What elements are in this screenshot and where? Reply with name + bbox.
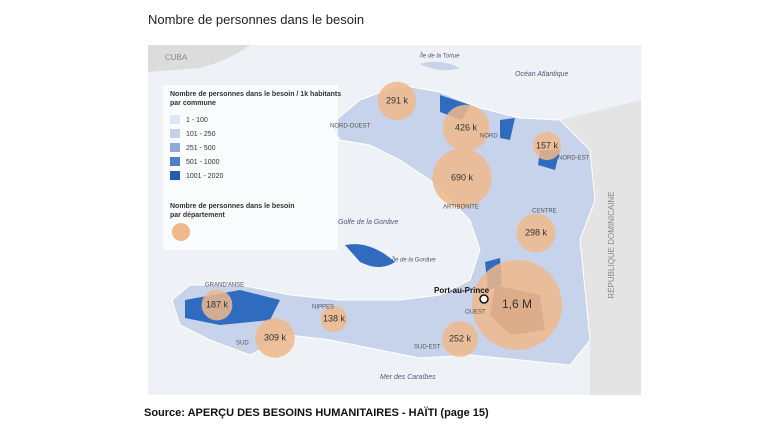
legend-title: par commune	[170, 100, 216, 107]
bubble	[472, 260, 562, 350]
legend-swatch	[170, 129, 180, 138]
place-label: NIPPES	[312, 305, 334, 311]
bubble-label: 291 k	[386, 95, 409, 105]
legend-swatch	[170, 115, 180, 124]
place-label: CUBA	[165, 53, 188, 62]
legend-label: 251 - 500	[186, 145, 216, 152]
legend-label: 1001 - 2020	[186, 173, 223, 180]
bubble-label: 157 k	[536, 140, 559, 150]
place-label: OUEST	[465, 310, 486, 316]
legend-label: 501 - 1000	[186, 159, 220, 166]
legend-title: Nombre de personnes dans le besoin / 1k …	[170, 91, 341, 98]
legend-bubble	[172, 223, 190, 241]
legend-title: par département	[170, 212, 226, 219]
place-label: Océan Atlantique	[515, 71, 569, 78]
legend-swatch	[170, 171, 180, 180]
bubble-label: 309 k	[264, 332, 287, 342]
place-label: NORD-EST	[558, 156, 590, 162]
place-label: SUD-EST	[414, 345, 441, 351]
bubble	[255, 318, 295, 358]
legend-swatch	[170, 143, 180, 152]
bubble	[442, 104, 490, 152]
bubble-label: 187 k	[206, 299, 229, 309]
place-label: RÉPUBLIQUE DOMINICAINE	[607, 191, 616, 298]
dominican-republic	[560, 100, 641, 395]
bubble	[532, 131, 562, 161]
place-label: ARTIBONITE	[443, 205, 479, 211]
cuba	[148, 45, 250, 72]
bubble-label: 690 k	[451, 172, 474, 182]
place-label: Île de la Gonâve	[392, 257, 436, 264]
place-label: Golfe de la Gonâve	[338, 219, 398, 226]
source: Source: APERÇU DES BESOINS HUMANITAIRES …	[144, 406, 489, 419]
bubble-label: 252 k	[449, 333, 472, 343]
place-label: Île de la Tortue	[420, 53, 460, 60]
place-label: NORD	[480, 134, 498, 140]
bubble	[442, 321, 478, 357]
place-label: SUD	[236, 341, 249, 347]
bubble-label: 426 k	[455, 122, 478, 132]
bubble-label: 298 k	[525, 227, 548, 237]
bubble	[201, 289, 233, 321]
title: Nombre de personnes dans le besoin	[148, 12, 365, 27]
capital-marker	[479, 294, 489, 304]
legend-title: Nombre de personnes dans le besoin	[170, 203, 294, 210]
place-label: Port-au-Prince	[434, 286, 490, 295]
bubble	[432, 148, 492, 208]
legend-box	[163, 85, 338, 250]
bubble	[320, 305, 348, 333]
bubble-label: 138 k	[323, 313, 346, 323]
bubble	[516, 213, 556, 253]
place-label: CENTRE	[532, 209, 557, 215]
bubble-label: 1,6 M	[502, 297, 532, 311]
place-label: NORD-OUEST	[330, 124, 371, 130]
legend-label: 1 - 100	[186, 117, 208, 124]
place-label: GRAND'ANSE	[205, 283, 244, 289]
gonave-island	[345, 244, 395, 267]
tortue-island	[420, 61, 460, 71]
place-label: Mer des Caraïbes	[380, 374, 436, 381]
legend-label: 101 - 250	[186, 131, 216, 138]
bubble	[377, 81, 417, 121]
legend-swatch	[170, 157, 180, 166]
